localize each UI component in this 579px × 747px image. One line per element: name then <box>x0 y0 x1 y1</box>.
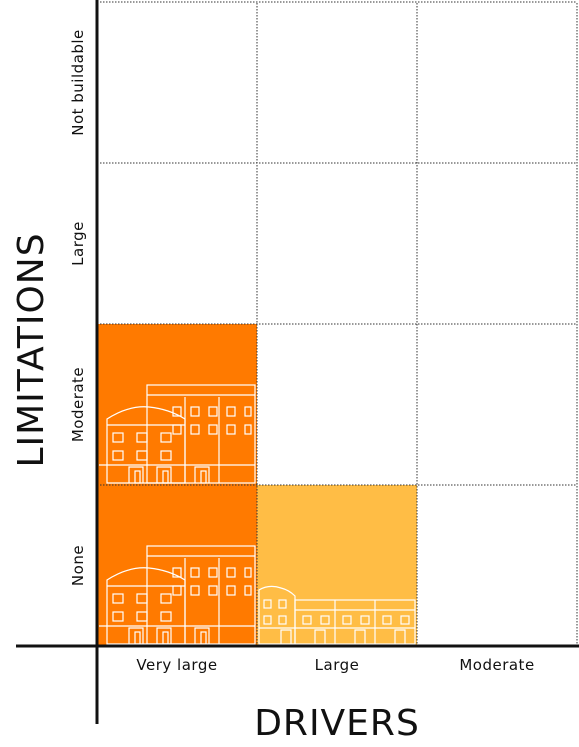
cell-large-none <box>257 485 417 646</box>
y-tick-label: Not buildable <box>69 29 87 136</box>
cell-fill <box>97 485 257 646</box>
x-tick-label: Moderate <box>459 656 534 674</box>
x-tick-label: Large <box>315 656 360 674</box>
y-tick-label: None <box>69 545 87 586</box>
grid-layer <box>97 1 578 646</box>
cells-layer <box>97 324 417 646</box>
y-tick-label: Large <box>69 221 87 266</box>
cell-very-large-moderate <box>97 324 257 485</box>
axes-layer <box>16 0 579 724</box>
cell-fill <box>97 324 257 485</box>
cell-very-large-none <box>97 485 257 646</box>
x-tick-label: Very large <box>136 656 217 674</box>
labels-layer: Very large Large Moderate None Moderate Large… <box>11 29 534 744</box>
y-axis-title: LIMITATIONS <box>11 232 52 467</box>
cell-fill <box>257 485 417 646</box>
y-tick-label: Moderate <box>69 367 87 442</box>
x-axis-title: DRIVERS <box>254 703 420 743</box>
